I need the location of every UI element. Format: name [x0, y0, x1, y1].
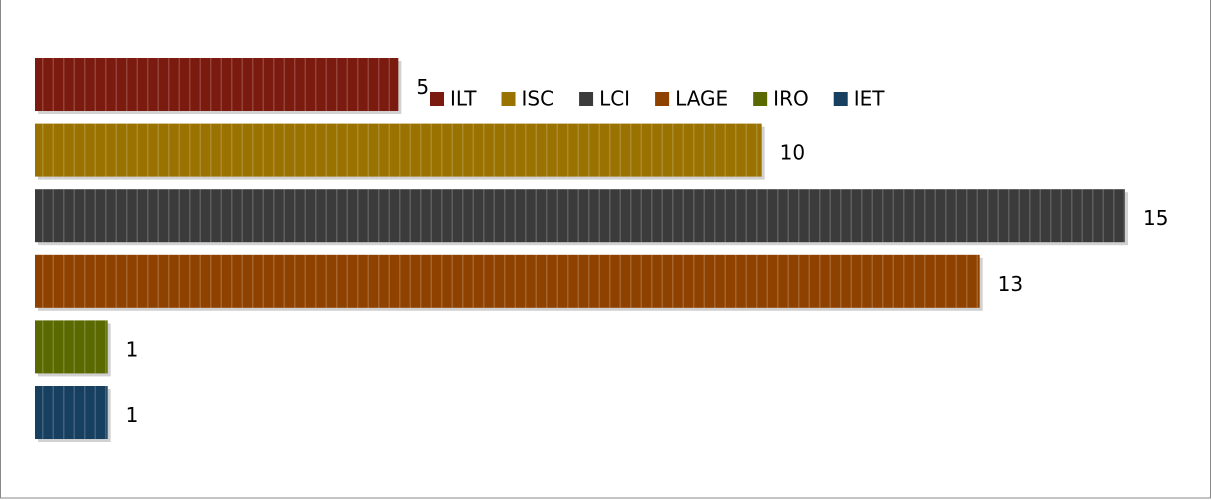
legend-label: LAGE: [675, 87, 728, 111]
legend-swatch: [833, 92, 848, 106]
data-label: 13: [998, 272, 1023, 296]
bar-texture: [35, 123, 762, 177]
data-label: 10: [780, 141, 805, 165]
bar-texture: [35, 386, 108, 439]
data-label: 1: [126, 337, 139, 361]
legend-swatch: [655, 92, 670, 106]
bar-texture: [35, 189, 1125, 243]
legend-label: IRO: [773, 87, 809, 111]
legend-swatch: [430, 92, 444, 106]
bar-texture: [35, 320, 108, 374]
legend-swatch: [753, 92, 768, 106]
legend-label: ISC: [522, 87, 555, 111]
data-label: 15: [1143, 206, 1168, 230]
bar-texture: [35, 254, 980, 308]
legend-label: ILT: [450, 87, 477, 111]
bar-texture: [35, 58, 399, 111]
legend-swatch: [579, 92, 594, 106]
legend-label: LCI: [599, 87, 630, 111]
data-label: 5: [416, 75, 429, 99]
legend-label: IET: [854, 87, 886, 111]
data-label: 1: [126, 403, 139, 427]
legend-swatch: [501, 92, 516, 106]
